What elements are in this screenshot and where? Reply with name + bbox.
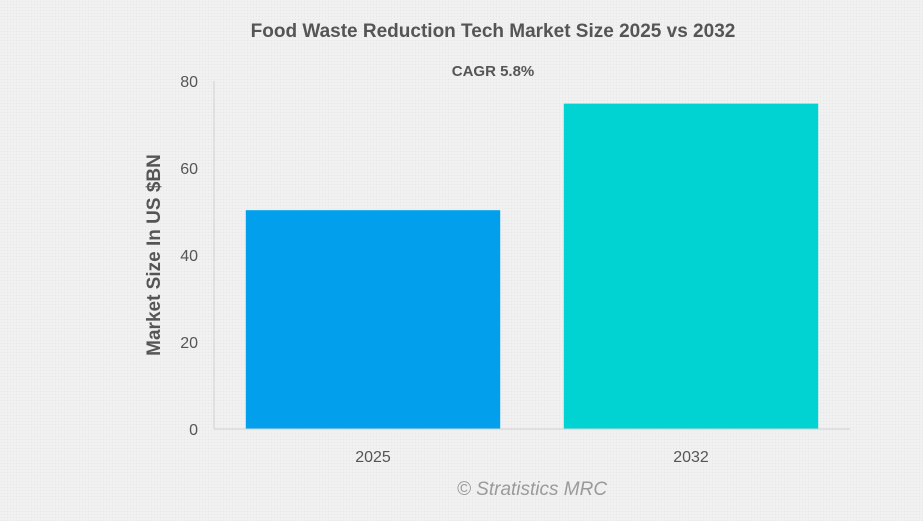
bar-2032 bbox=[563, 103, 819, 430]
y-tick-label: 80 bbox=[180, 74, 198, 91]
x-tick-labels: 2025 2032 bbox=[355, 449, 709, 466]
y-axis-label: Market Size In US $BN bbox=[144, 154, 165, 356]
watermark: © Stratistics MRC bbox=[456, 479, 608, 500]
y-tick-label: 0 bbox=[189, 422, 198, 439]
bars-group bbox=[245, 103, 819, 430]
y-tick-label: 40 bbox=[180, 248, 198, 265]
chart-subtitle: CAGR 5.8% bbox=[451, 63, 535, 80]
y-tick-label: 60 bbox=[180, 161, 198, 178]
x-tick-label: 2032 bbox=[673, 449, 709, 466]
y-tick-labels: 0 20 40 60 80 bbox=[180, 74, 198, 439]
x-tick-label: 2025 bbox=[355, 449, 391, 466]
y-tick-label: 20 bbox=[180, 335, 198, 352]
chart-title: Food Waste Reduction Tech Market Size 20… bbox=[250, 21, 736, 42]
bar-2025 bbox=[245, 210, 501, 429]
